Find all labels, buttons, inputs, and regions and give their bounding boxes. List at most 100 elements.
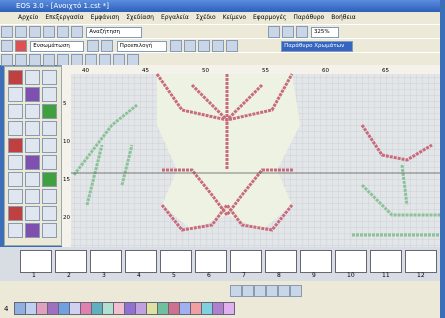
tool-button[interactable] [8, 172, 23, 187]
tool-button[interactable] [25, 104, 40, 119]
toolbar [0, 52, 440, 65]
page-thumbnail[interactable] [90, 250, 122, 273]
ruler-label: 5 [63, 101, 67, 107]
tool-button[interactable] [25, 172, 40, 187]
tool-button[interactable] [278, 285, 290, 297]
button[interactable] [282, 26, 294, 38]
tool-button[interactable] [8, 87, 23, 102]
tool-button[interactable] [42, 172, 57, 187]
button[interactable] [198, 40, 210, 52]
button[interactable] [29, 54, 41, 66]
button[interactable] [1, 26, 13, 38]
ruler-label: 55 [262, 68, 269, 74]
button[interactable] [296, 26, 308, 38]
page-number: 3 [102, 272, 106, 279]
tool-button[interactable] [254, 285, 266, 297]
menu-item[interactable]: Σχέδιο [196, 12, 216, 24]
menu-item[interactable]: Κείμενο [223, 12, 246, 24]
tool-button[interactable] [42, 223, 57, 238]
menu-item[interactable]: Επεξεργασία [45, 12, 83, 24]
tool-button[interactable] [42, 138, 57, 153]
tool-button[interactable] [25, 206, 40, 221]
tool-button[interactable] [25, 155, 40, 170]
menu-item[interactable]: Εφαρμογές [253, 12, 286, 24]
bottom-bar: 4 [0, 281, 440, 318]
tool-button[interactable] [8, 155, 23, 170]
zoom-field[interactable]: 325% [311, 27, 339, 38]
menu-item[interactable]: Σχεδίαση [126, 12, 154, 24]
tool-button[interactable] [8, 223, 23, 238]
button[interactable] [29, 26, 41, 38]
tool-button[interactable] [8, 206, 23, 221]
page-number: 9 [312, 272, 316, 279]
page-thumbnail[interactable] [265, 250, 297, 273]
tool-button[interactable] [242, 285, 254, 297]
button[interactable] [170, 40, 182, 52]
search-field[interactable]: Αναζήτηση [86, 27, 142, 38]
tool-button[interactable] [266, 285, 278, 297]
tool-button[interactable] [25, 223, 40, 238]
page-thumbnail[interactable] [335, 250, 367, 273]
tool-button[interactable] [8, 138, 23, 153]
button[interactable] [268, 26, 280, 38]
panel-title[interactable]: Παράθυρο Χρωμάτων [281, 41, 353, 52]
button[interactable] [184, 40, 196, 52]
page-number: 10 [347, 272, 355, 279]
button[interactable] [43, 54, 55, 66]
page-thumbnail[interactable] [230, 250, 262, 273]
menu-item[interactable]: Αρχείο [18, 12, 38, 24]
tool-button[interactable] [25, 70, 40, 85]
button[interactable] [1, 40, 13, 52]
tool-button[interactable] [25, 138, 40, 153]
button[interactable] [87, 40, 99, 52]
tool-button[interactable] [42, 70, 57, 85]
tool-button[interactable] [290, 285, 302, 297]
toolbar: Ενσωμάτωση Προεπιλογή Παράθυρο Χρωμάτων [0, 38, 440, 52]
tool-button[interactable] [25, 121, 40, 136]
tool-button[interactable] [8, 70, 23, 85]
page-thumbnail[interactable] [125, 250, 157, 273]
tool-button[interactable] [42, 155, 57, 170]
ruler-label: 10 [63, 139, 70, 145]
tool-button[interactable] [8, 104, 23, 119]
button[interactable] [15, 40, 27, 52]
page-thumbnail[interactable] [405, 250, 437, 273]
button[interactable] [101, 40, 113, 52]
style-select[interactable]: Ενσωμάτωση [30, 41, 84, 52]
tool-button[interactable] [8, 189, 23, 204]
menu-item[interactable]: Εργαλεία [161, 12, 189, 24]
tool-button[interactable] [8, 121, 23, 136]
button[interactable] [15, 26, 27, 38]
page-number: 7 [242, 272, 246, 279]
button[interactable] [15, 54, 27, 66]
size-select[interactable]: Προεπιλογή [117, 41, 167, 52]
page-thumbnail[interactable] [195, 250, 227, 273]
menu-item[interactable]: Εμφάνιση [91, 12, 120, 24]
button[interactable] [57, 26, 69, 38]
tool-button[interactable] [42, 189, 57, 204]
screen: EOS 3.0 - [Ανοιχτό 1.cst *] ΑρχείοΕπεξερ… [0, 0, 445, 318]
palette-swatch[interactable] [223, 302, 235, 315]
tool-button[interactable] [25, 87, 40, 102]
page-thumbnail[interactable] [370, 250, 402, 273]
page-thumbnail[interactable] [20, 250, 52, 273]
menu-item[interactable]: Παράθυρο [293, 12, 324, 24]
menu-item[interactable]: Βοήθεια [331, 12, 356, 24]
button[interactable] [71, 26, 83, 38]
button[interactable] [1, 54, 13, 66]
tool-button[interactable] [42, 87, 57, 102]
tool-button[interactable] [42, 206, 57, 221]
tool-button[interactable] [25, 189, 40, 204]
page-thumbnail[interactable] [55, 250, 87, 273]
tool-button[interactable] [42, 121, 57, 136]
button[interactable] [212, 40, 224, 52]
button[interactable] [226, 40, 238, 52]
page-thumbnail[interactable] [300, 250, 332, 273]
page-number: 12 [417, 272, 425, 279]
page-thumbnail[interactable] [160, 250, 192, 273]
ruler-label: 45 [142, 68, 149, 74]
button[interactable] [43, 26, 55, 38]
page-number: 1 [32, 272, 36, 279]
tool-button[interactable] [42, 104, 57, 119]
tool-button[interactable] [230, 285, 242, 297]
